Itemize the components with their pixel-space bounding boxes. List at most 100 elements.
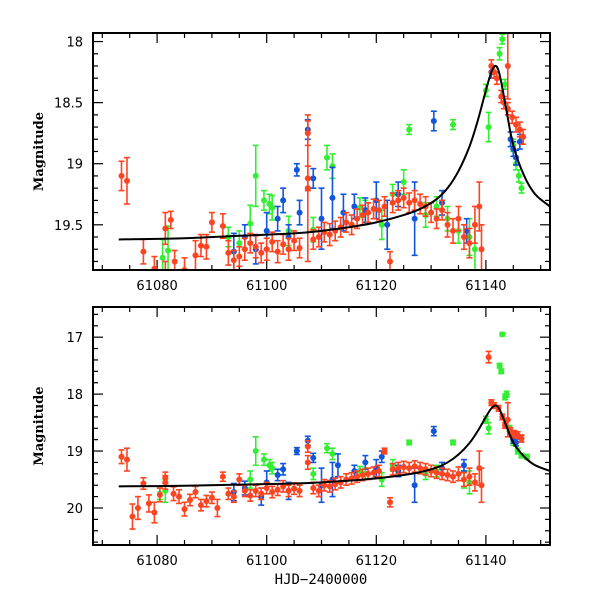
bottom-panel-model <box>118 404 550 488</box>
point-marker <box>296 209 303 216</box>
data-point-red <box>332 477 339 491</box>
point-marker <box>509 114 516 121</box>
data-point-blue <box>384 199 391 251</box>
point-marker <box>515 172 522 179</box>
data-point-blue <box>430 110 437 132</box>
data-point-red <box>310 228 317 251</box>
point-marker <box>291 237 298 244</box>
data-point-green <box>499 331 506 338</box>
data-point-red <box>162 260 169 270</box>
point-marker <box>162 225 169 232</box>
data-point-red <box>485 350 492 364</box>
data-point-red <box>263 237 270 262</box>
data-point-red <box>219 213 226 240</box>
point-marker <box>499 36 506 43</box>
data-point-red <box>395 189 402 211</box>
point-marker <box>236 476 243 483</box>
data-point-red <box>247 488 254 502</box>
point-marker <box>326 483 333 490</box>
data-point-red <box>389 192 396 214</box>
data-point-red <box>343 211 350 233</box>
point-marker <box>263 485 270 492</box>
point-marker <box>263 227 270 234</box>
point-marker <box>516 126 523 133</box>
point-marker <box>463 227 470 234</box>
data-point-red <box>230 490 237 504</box>
series-blue <box>230 65 523 270</box>
data-point-green <box>498 368 505 375</box>
point-marker <box>433 215 440 222</box>
data-point-red <box>433 208 440 230</box>
point-marker <box>496 50 503 57</box>
point-marker <box>304 443 311 450</box>
data-point-red <box>400 187 407 209</box>
x-tick-label: 61140 <box>465 279 506 294</box>
data-point-red <box>280 233 287 255</box>
data-point-red <box>471 205 478 244</box>
data-point-green <box>252 144 259 208</box>
x-tick-label: 61120 <box>356 279 397 294</box>
data-point-red <box>304 454 311 471</box>
point-marker <box>359 471 366 478</box>
point-marker <box>466 240 473 247</box>
y-tick-label: 20 <box>66 502 83 517</box>
point-marker <box>518 435 525 442</box>
point-marker <box>381 203 388 210</box>
data-point-red <box>258 242 265 264</box>
point-marker <box>140 248 147 255</box>
data-point-red <box>450 470 457 484</box>
point-marker <box>376 467 383 474</box>
point-marker <box>460 476 467 483</box>
data-point-green <box>323 144 330 171</box>
data-point-red <box>252 484 259 498</box>
point-marker <box>269 204 276 211</box>
data-point-blue <box>296 199 303 226</box>
point-marker <box>208 219 215 226</box>
point-marker <box>323 445 330 452</box>
data-point-green <box>406 439 413 446</box>
data-point-red <box>493 71 500 86</box>
point-marker <box>310 470 317 477</box>
point-marker <box>225 249 232 256</box>
point-marker <box>176 493 183 500</box>
data-point-red <box>236 473 243 487</box>
data-point-red <box>343 473 350 487</box>
data-point-blue <box>430 425 437 437</box>
point-marker <box>471 246 478 253</box>
data-point-red <box>518 434 525 443</box>
point-marker <box>359 212 366 219</box>
point-marker <box>513 121 520 128</box>
point-marker <box>151 265 158 270</box>
data-point-red <box>280 479 287 493</box>
point-marker <box>225 490 232 497</box>
data-point-red <box>274 239 281 264</box>
point-marker <box>460 234 467 241</box>
data-point-red <box>386 250 393 270</box>
data-point-red <box>444 211 451 238</box>
point-marker <box>478 246 485 253</box>
x-tick-label: 61100 <box>246 279 287 294</box>
data-point-red <box>428 202 435 224</box>
data-point-green <box>247 470 254 489</box>
data-point-red <box>225 239 232 266</box>
point-marker <box>378 221 385 228</box>
data-point-red <box>478 467 485 504</box>
point-marker <box>310 236 317 243</box>
data-point-red <box>140 477 147 491</box>
data-point-blue <box>334 453 341 478</box>
data-point-green <box>252 436 259 467</box>
data-point-green <box>485 111 492 143</box>
data-point-blue <box>293 446 300 456</box>
point-marker <box>252 243 259 250</box>
point-marker <box>389 199 396 206</box>
model-curve <box>118 64 550 241</box>
data-point-red <box>296 237 303 259</box>
point-marker <box>274 248 281 255</box>
data-point-red <box>192 485 199 499</box>
point-marker <box>411 482 418 489</box>
point-marker <box>123 177 130 184</box>
data-point-red <box>145 494 152 513</box>
data-point-red <box>406 192 413 214</box>
point-marker <box>516 138 523 145</box>
